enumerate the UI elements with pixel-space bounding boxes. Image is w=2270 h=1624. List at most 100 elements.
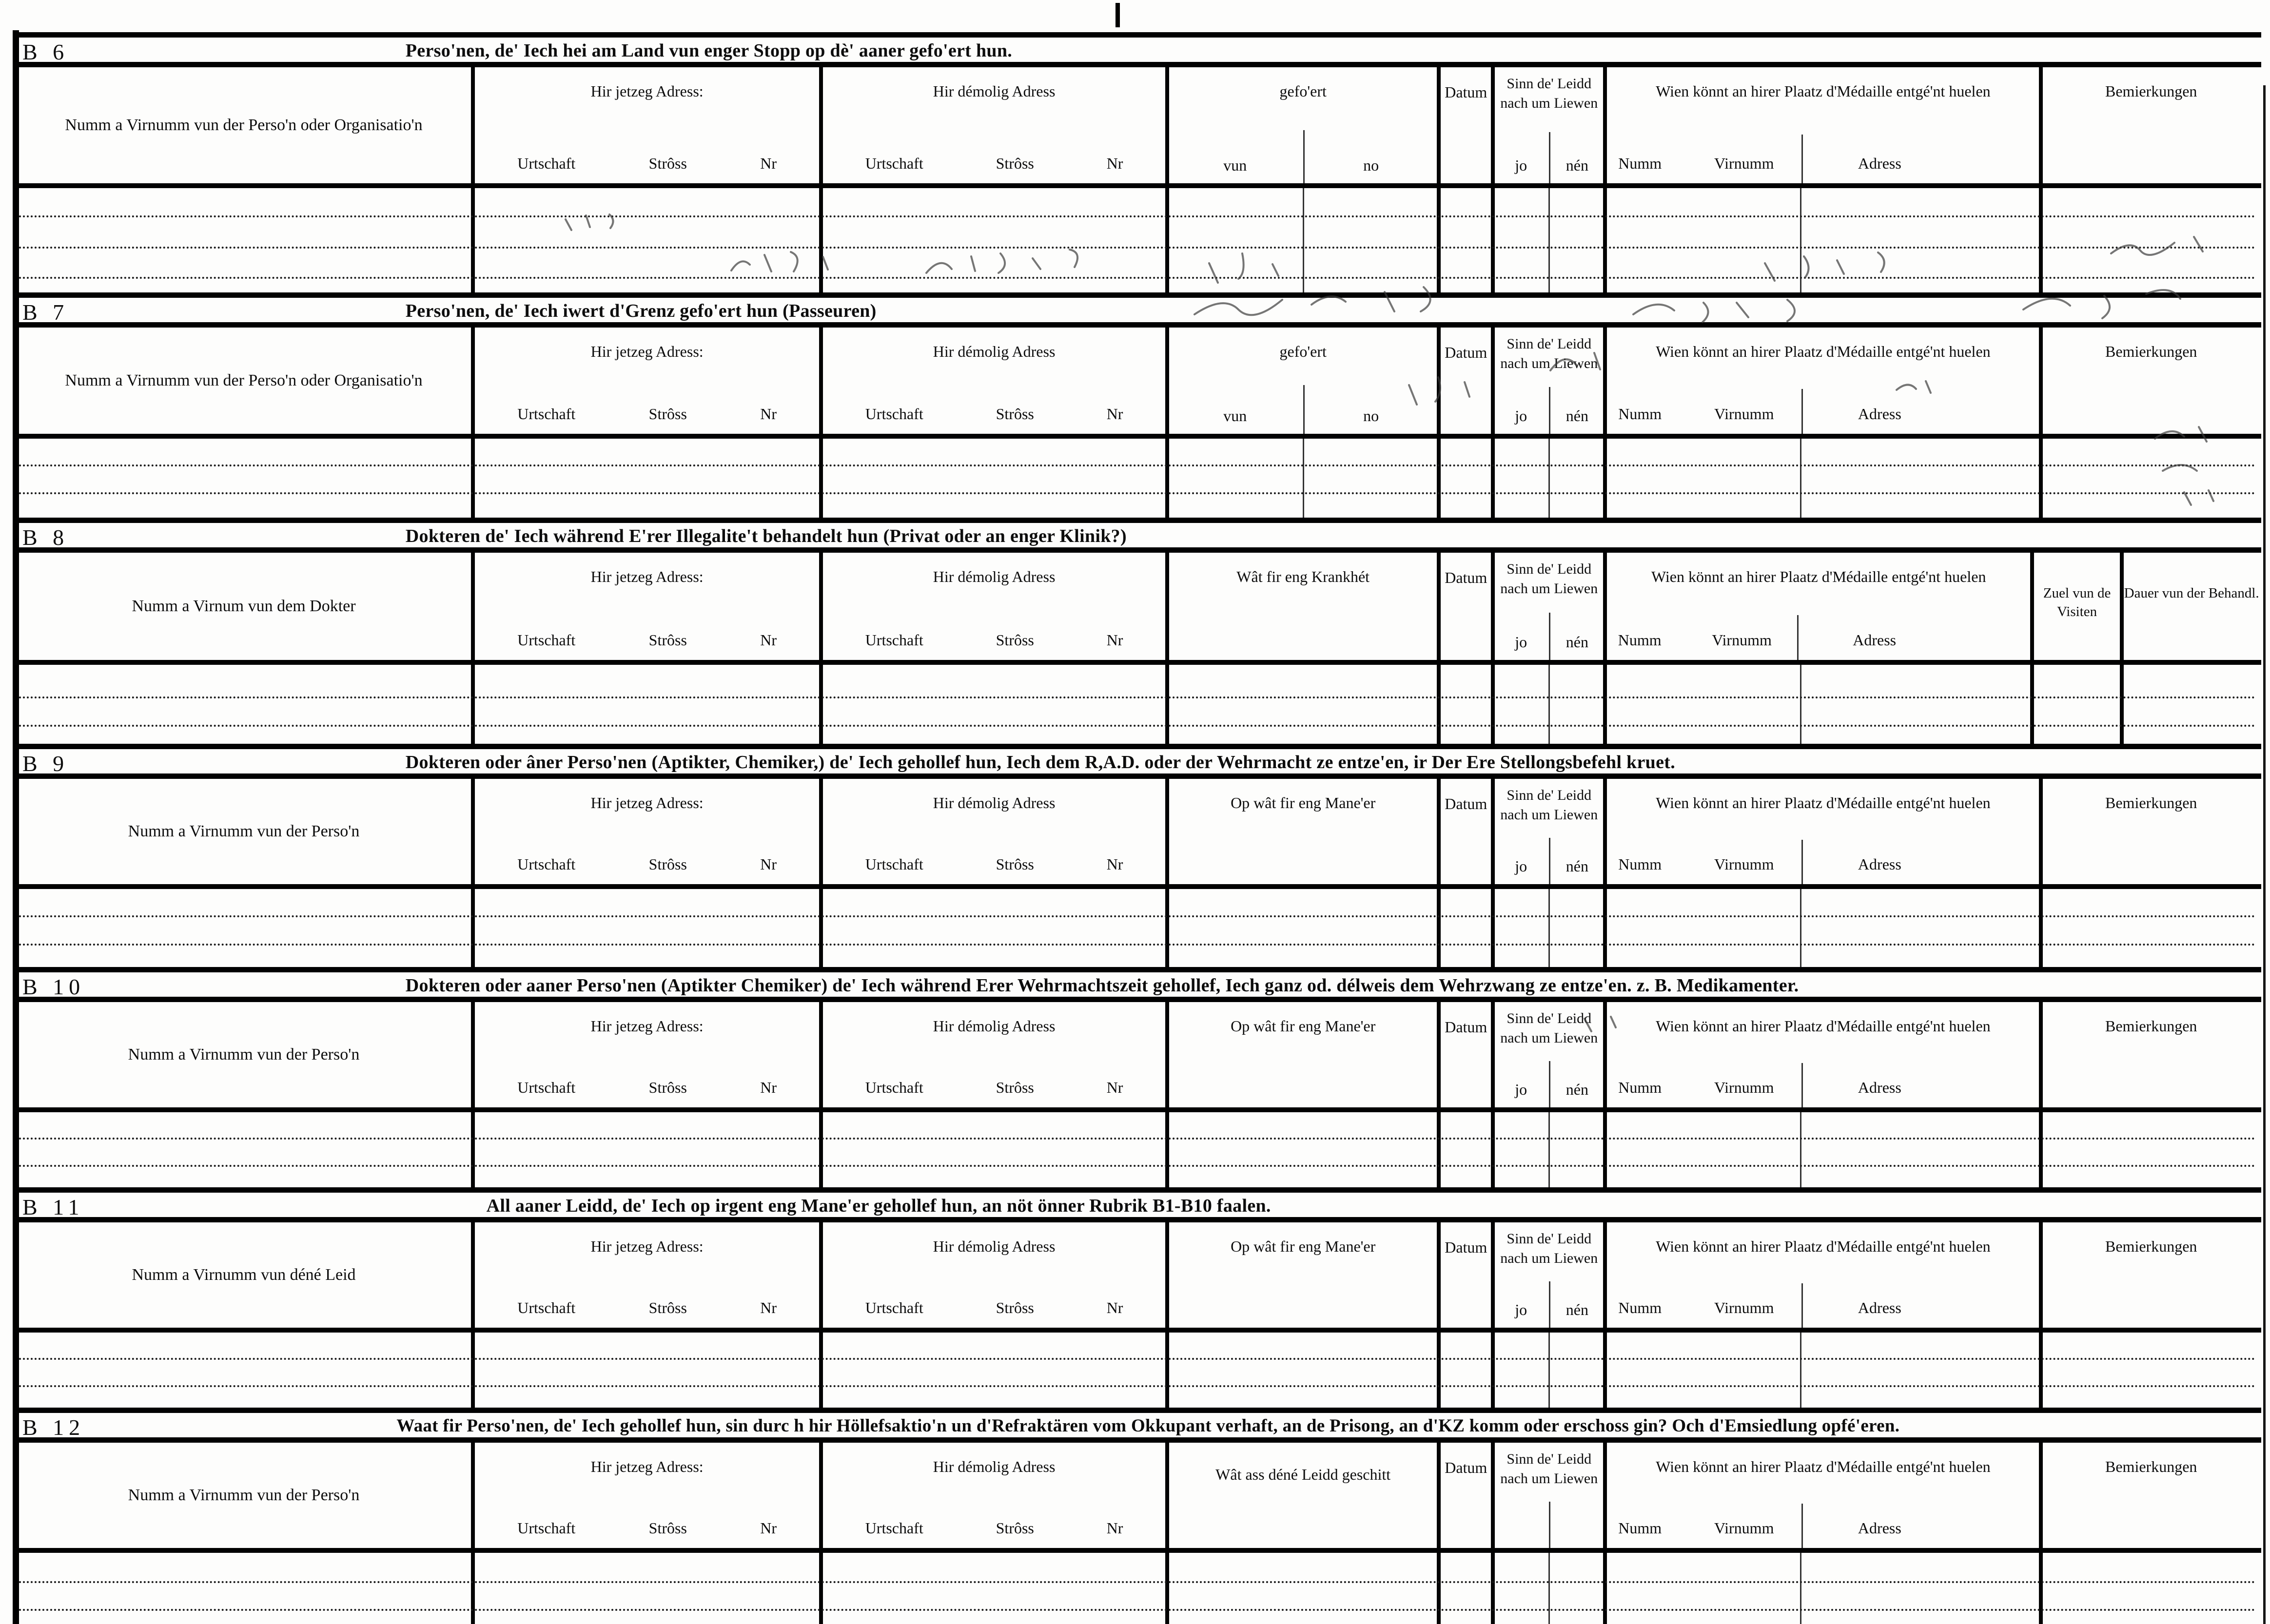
sub-jo: jo <box>1515 407 1527 425</box>
section-code: B 12 <box>22 1415 85 1440</box>
section-title: All aaner Leidd, de' Iech op irgent eng … <box>486 1196 1271 1216</box>
sub-numm: Numm <box>1618 855 1662 873</box>
date-label: Datum <box>1445 344 1487 361</box>
sub-adress: Adress <box>1858 155 1901 172</box>
col-header-current-address: Hir jetzeg Adress: Urtschaft Strôss Nr <box>473 1222 821 1328</box>
alive-label: Sinn de' Leidd nach um Liewen <box>1500 1231 1598 1266</box>
sub-stross: Strôss <box>996 155 1034 172</box>
alive-label: Sinn de' Leidd nach um Liewen <box>1500 787 1598 823</box>
col-header-name: Numm a Virnumm vun der Perso'n oder Orga… <box>15 67 473 183</box>
manner-label: Op wât fir eng Mane'er <box>1231 794 1376 812</box>
remarks-label: Bemierkungen <box>2105 82 2197 100</box>
table-header: Numm a Virnumm vun der Perso'n oder Orga… <box>15 67 2261 188</box>
blank-entry-rows <box>15 1112 2261 1187</box>
blank-entry-rows <box>15 439 2261 518</box>
writing-line <box>19 696 2257 698</box>
sub-adress: Adress <box>1858 405 1901 423</box>
sub-numm: Numm <box>1618 405 1662 423</box>
former-address-label: Hir démolig Adress <box>933 1458 1056 1475</box>
sub-jo: jo <box>1515 156 1527 174</box>
section-b8: B 8 Dokteren de' Iech während E'rer Ille… <box>15 518 2261 744</box>
col-header-alive: Sinn de' Leidd nach um Liewen jo nén <box>1493 779 1605 884</box>
sub-nr: Nr <box>760 405 777 423</box>
sub-urtschaft: Urtschaft <box>517 1079 576 1096</box>
sub-jo: jo <box>1515 633 1527 651</box>
sub-stross: Strôss <box>648 405 687 423</box>
sub-virnumm: Virnumm <box>1712 631 1772 649</box>
col-header-date: Datum <box>1439 779 1493 884</box>
col-header-current-address: Hir jetzeg Adress: Urtschaft Strôss Nr <box>473 779 821 884</box>
section-title-band: B 7 Perso'nen, de' Iech iwert d'Grenz ge… <box>15 292 2261 328</box>
former-address-label: Hir démolig Adress <box>933 343 1056 360</box>
medal-label: Wien könnt an hirer Plaatz d'Médaille en… <box>1656 343 1991 360</box>
sub-stross: Strôss <box>996 631 1034 649</box>
remarks-label: Bemierkungen <box>2105 794 2197 812</box>
former-address-label: Hir démolig Adress <box>933 794 1056 812</box>
col-header-remarks: Bemierkungen <box>2041 67 2261 183</box>
sub-urtschaft: Urtschaft <box>865 1079 923 1096</box>
alive-label: Sinn de' Leidd nach um Liewen <box>1500 1010 1598 1046</box>
sub-nr: Nr <box>1106 1079 1123 1096</box>
writing-line <box>19 215 2257 217</box>
sub-nen: nén <box>1566 1301 1588 1318</box>
col-header-alive: Sinn de' Leidd nach um Liewen jo nén <box>1493 1002 1605 1107</box>
writing-line <box>19 492 2257 495</box>
ferried-label: gefo'ert <box>1279 343 1327 360</box>
col-header-name-label: Numm a Virnumm vun der Perso'n oder Orga… <box>65 116 423 135</box>
col-header-former-address: Hir démolig Adress Urtschaft Strôss Nr <box>821 67 1167 183</box>
sub-numm: Numm <box>1618 1079 1662 1096</box>
col-header-name-label: Numm a Virnumm vun déné Leid <box>132 1266 356 1284</box>
manner-label: Op wât fir eng Mane'er <box>1231 1017 1376 1035</box>
sub-nen: nén <box>1566 407 1588 425</box>
sub-stross: Strôss <box>996 1299 1034 1316</box>
col-header-remarks: Bemierkungen <box>2041 779 2261 884</box>
sub-stross: Strôss <box>648 855 687 873</box>
col-header-name-label: Numm a Virnum vun dem Dokter <box>132 597 356 616</box>
alive-label: Sinn de' Leidd nach um Liewen <box>1500 336 1598 371</box>
scan-left-border <box>13 30 19 1624</box>
sub-stross: Strôss <box>648 1299 687 1316</box>
manner-label: Op wât fir eng Mane'er <box>1231 1237 1376 1255</box>
table-header: Numm a Virnumm vun der Perso'n Hir jetze… <box>15 1443 2261 1553</box>
col-header-name-label: Numm a Virnumm vun der Perso'n <box>128 822 360 841</box>
sub-nr: Nr <box>760 631 777 649</box>
blank-entry-rows <box>15 889 2261 967</box>
current-address-label: Hir jetzeg Adress: <box>590 1237 704 1255</box>
col-header-remarks: Bemierkungen <box>2041 1443 2261 1548</box>
col-header-name: Numm a Virnumm vun der Perso'n oder Orga… <box>15 328 473 434</box>
table-header: Numm a Virnum vun dem Dokter Hir jetzeg … <box>15 553 2261 665</box>
col-header-name-label: Numm a Virnumm vun der Perso'n <box>128 1486 360 1505</box>
sub-nr: Nr <box>760 1079 777 1096</box>
sub-no: no <box>1363 156 1379 174</box>
sub-urtschaft: Urtschaft <box>517 1299 576 1316</box>
sub-urtschaft: Urtschaft <box>865 631 923 649</box>
current-address-label: Hir jetzeg Adress: <box>590 1017 704 1035</box>
remarks-label: Bemierkungen <box>2105 1458 2197 1475</box>
sub-nr: Nr <box>1106 405 1123 423</box>
col-header-current-address: Hir jetzeg Adress: Urtschaft Strôss Nr <box>473 553 821 660</box>
medal-label: Wien könnt an hirer Plaatz d'Médaille en… <box>1651 568 1986 585</box>
treatment-duration-label: Dauer vun der Behandl. <box>2124 585 2259 601</box>
visit-count-label: Zuel vun de Visiten <box>2043 585 2111 620</box>
col-header-date: Datum <box>1439 67 1493 183</box>
sub-nr: Nr <box>760 1299 777 1316</box>
current-address-label: Hir jetzeg Adress: <box>590 794 704 812</box>
sub-virnumm: Virnumm <box>1714 1079 1774 1096</box>
col-header-date: Datum <box>1439 1002 1493 1107</box>
ferried-label: gefo'ert <box>1279 82 1327 100</box>
sub-stross: Strôss <box>996 1519 1034 1537</box>
col-header-date: Datum <box>1439 1443 1493 1548</box>
col-header-current-address: Hir jetzeg Adress: Urtschaft Strôss Nr <box>473 67 821 183</box>
sub-virnumm: Virnumm <box>1714 855 1774 873</box>
col-header-name: Numm a Virnumm vun der Perso'n <box>15 1443 473 1548</box>
medal-label: Wien könnt an hirer Plaatz d'Médaille en… <box>1656 1017 1991 1035</box>
blank-entry-rows <box>15 665 2261 744</box>
writing-line <box>19 276 2257 279</box>
col-header-manner: Op wât fir eng Mane'er <box>1167 1222 1439 1328</box>
alive-label: Sinn de' Leidd nach um Liewen <box>1500 76 1598 111</box>
date-label: Datum <box>1445 1018 1487 1036</box>
sub-urtschaft: Urtschaft <box>865 1519 923 1537</box>
medal-label: Wien könnt an hirer Plaatz d'Médaille en… <box>1656 794 1991 812</box>
fate-label: Wât ass déné Leidd geschitt <box>1215 1466 1391 1483</box>
current-address-label: Hir jetzeg Adress: <box>590 343 704 360</box>
